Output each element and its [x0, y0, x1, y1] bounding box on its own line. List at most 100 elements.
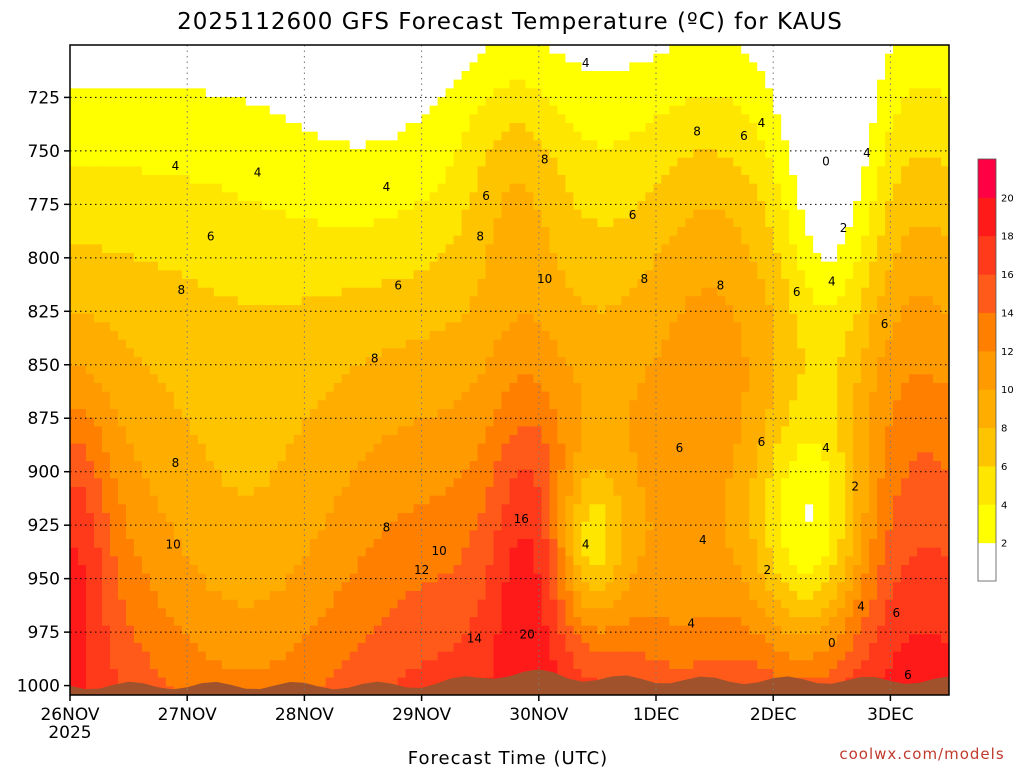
heatmap-cell [117, 175, 127, 185]
heatmap-cell [581, 261, 591, 271]
heatmap-cell [149, 530, 159, 540]
heatmap-cell [341, 53, 351, 63]
heatmap-cell [413, 175, 423, 185]
heatmap-cell [453, 97, 463, 107]
heatmap-cell [501, 279, 511, 289]
heatmap-cell [309, 140, 319, 150]
heatmap-cell [141, 296, 151, 306]
heatmap-cell [261, 149, 271, 159]
heatmap-cell [589, 409, 598, 419]
heatmap-cell [445, 452, 455, 462]
heatmap-cell [509, 313, 519, 323]
heatmap-cell [229, 123, 239, 133]
heatmap-cell [509, 88, 519, 98]
heatmap-cell [557, 105, 567, 115]
heatmap-cell [365, 71, 375, 81]
heatmap-cell [85, 374, 95, 384]
heatmap-cell [597, 244, 606, 254]
heatmap-cell [469, 62, 479, 72]
heatmap-cell [181, 62, 191, 72]
heatmap-cell [397, 539, 407, 549]
heatmap-cell [213, 660, 223, 670]
heatmap-cell [565, 287, 575, 297]
heatmap-cell [333, 140, 343, 150]
heatmap-cell [453, 131, 463, 141]
heatmap-cell [93, 643, 103, 653]
heatmap-cell [589, 296, 598, 306]
heatmap-cell [221, 495, 231, 505]
heatmap-cell [389, 677, 399, 687]
heatmap-cell [189, 313, 199, 323]
heatmap-cell [157, 521, 167, 531]
heatmap-cell [413, 88, 423, 98]
heatmap-cell [197, 617, 207, 627]
heatmap-cell [477, 183, 487, 193]
heatmap-cell [205, 192, 215, 202]
heatmap-cell [189, 71, 199, 81]
heatmap-cell [285, 227, 295, 237]
heatmap-cell [445, 348, 455, 358]
heatmap-cell [597, 279, 606, 289]
heatmap-cell [229, 677, 239, 687]
heatmap-cell [341, 643, 351, 653]
heatmap-cell [109, 435, 119, 445]
heatmap-cell [477, 71, 487, 81]
heatmap-cell [77, 201, 87, 211]
heatmap-cell [533, 244, 543, 254]
heatmap-cell [421, 443, 431, 453]
heatmap-cell [501, 348, 511, 358]
heatmap-cell [157, 530, 167, 540]
heatmap-cell [229, 409, 239, 419]
heatmap-cell [357, 452, 367, 462]
heatmap-cell [221, 279, 231, 289]
heatmap-cell [317, 131, 327, 141]
heatmap-cell [181, 339, 191, 349]
heatmap-cell [309, 660, 319, 670]
heatmap-cell [109, 669, 119, 679]
heatmap-cell [269, 374, 279, 384]
heatmap-cell [237, 209, 247, 219]
heatmap-cell [557, 183, 567, 193]
heatmap-cell [565, 487, 575, 497]
heatmap-cell [205, 62, 215, 72]
heatmap-cell [237, 383, 247, 393]
heatmap-cell [469, 166, 479, 176]
heatmap-cell [317, 348, 327, 358]
heatmap-cell [381, 461, 391, 471]
heatmap-cell [221, 97, 231, 107]
heatmap-cell [149, 123, 159, 133]
heatmap-cell [405, 175, 415, 185]
heatmap-cell [549, 435, 559, 445]
heatmap-cell [589, 487, 598, 497]
heatmap-cell [517, 651, 527, 661]
heatmap-cell [573, 669, 583, 679]
heatmap-cell [109, 97, 119, 107]
heatmap-cell [349, 97, 359, 107]
heatmap-cell [229, 478, 239, 488]
heatmap-cell [501, 261, 511, 271]
heatmap-cell [557, 582, 567, 592]
heatmap-cell [565, 435, 575, 445]
heatmap-cell [133, 556, 143, 566]
heatmap-cell [293, 305, 303, 315]
heatmap-cell [589, 175, 598, 185]
heatmap-cell [389, 97, 399, 107]
heatmap-cell [453, 651, 463, 661]
heatmap-cell [485, 669, 495, 679]
heatmap-cell [461, 123, 471, 133]
heatmap-cell [365, 261, 375, 271]
heatmap-cell [501, 478, 511, 488]
heatmap-cell [133, 391, 143, 401]
heatmap-cell [557, 400, 567, 410]
heatmap-cell [117, 539, 127, 549]
heatmap-cell [213, 270, 223, 280]
heatmap-cell [581, 339, 591, 349]
heatmap-cell [413, 365, 423, 375]
heatmap-cell [85, 62, 95, 72]
heatmap-cell [421, 339, 431, 349]
heatmap-cell [229, 45, 239, 55]
heatmap-cell [109, 357, 119, 367]
heatmap-cell [381, 45, 391, 55]
heatmap-cell [173, 209, 183, 219]
heatmap-cell [533, 348, 543, 358]
